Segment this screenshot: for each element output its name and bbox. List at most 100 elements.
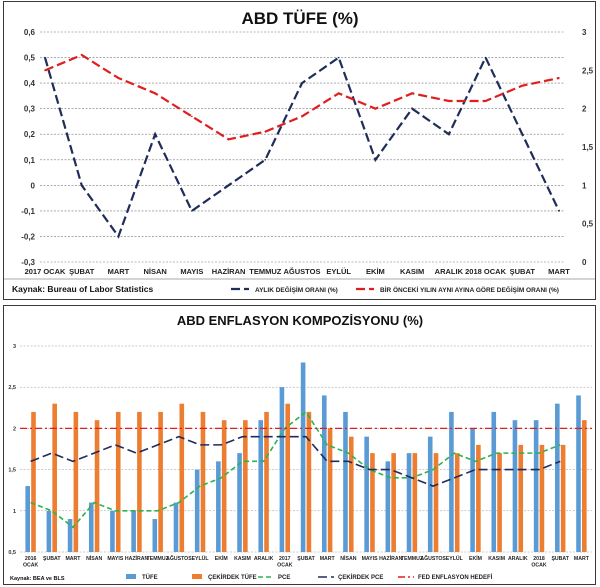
- data-point: [521, 84, 524, 87]
- x-tick-label: AĞUSTOS: [166, 554, 192, 562]
- data-point: [448, 100, 450, 102]
- bar-tufe: [491, 411, 497, 552]
- x-tick-label: ARALIK: [435, 267, 464, 276]
- cpi-chart-panel: ABD TÜFE (%) 0,6 0,5 0,4 0,3 0,2 0,1 0 -0,1 -0,2 -…: [3, 1, 596, 300]
- bar-tufe: [237, 453, 242, 552]
- bar-cekirdek-tufe: [560, 444, 566, 552]
- y-tick-label: 1: [13, 509, 16, 515]
- bar-cekirdek-tufe: [348, 436, 354, 552]
- x-tick-label: MART: [65, 556, 81, 562]
- y-left-tick-label: 0,2: [24, 130, 36, 139]
- y-tick-label: 2,5: [8, 385, 16, 391]
- data-point: [411, 107, 413, 110]
- bar-cekirdek-tufe: [370, 453, 375, 552]
- x-tick-label: NİSAN: [86, 555, 102, 562]
- data-point: [117, 77, 120, 79]
- series-line-1: [30, 435, 561, 487]
- bar-cekirdek-tufe: [306, 411, 312, 552]
- data-point: [264, 130, 267, 133]
- y-left-tick-label: -0,3: [21, 258, 35, 267]
- y-right-tick-label: 1: [582, 181, 587, 190]
- bar-cekirdek-tufe: [285, 403, 291, 552]
- x-tick-label: EYLÜL: [326, 267, 351, 276]
- x-tick-label: MART: [548, 267, 570, 276]
- legend-label: ÇEKİRDEK TÜFE: [208, 574, 257, 581]
- chart-title: ABD TÜFE (%): [241, 9, 358, 28]
- bar-tufe: [152, 519, 158, 552]
- x-tick-label: HAZİRAN: [212, 267, 246, 276]
- bar-tufe: [279, 387, 285, 552]
- source-label: Kaynak: BEA ve BLS: [10, 576, 65, 582]
- x-tick-label: NİSAN: [143, 267, 166, 276]
- data-point: [558, 210, 560, 212]
- data-point: [374, 158, 377, 161]
- bar-cekirdek-tufe: [454, 453, 460, 552]
- x-tick-label: MART: [108, 267, 130, 276]
- y-tick-label: 2: [13, 426, 16, 432]
- x-tick-label: TEMMUZ: [401, 556, 424, 562]
- bar-cekirdek-tufe: [497, 453, 502, 552]
- inflation-composition-chart: ABD ENFLASYON KOMPOZİSYONU (%) 3 2,5 2 1,5 1 0…: [8, 313, 592, 582]
- y-left-tick-label: -0,2: [21, 232, 35, 241]
- data-point: [448, 133, 450, 136]
- bar-tufe: [533, 420, 539, 552]
- bar-tufe: [321, 395, 327, 552]
- data-point: [337, 56, 340, 59]
- x-tick-label: 2018 OCAK: [465, 267, 506, 276]
- bar-tufe: [173, 502, 179, 552]
- bar-cekirdek-tufe: [433, 453, 439, 552]
- series-line-0: [43, 55, 560, 239]
- x-tick-label: TEMMUZ: [147, 556, 170, 562]
- bar-tufe: [300, 362, 306, 552]
- x-tick-label-part: OCAK: [277, 563, 293, 569]
- data-point: [80, 54, 83, 56]
- series-line-0: [30, 410, 561, 529]
- data-point: [484, 56, 487, 59]
- bar-tufe: [110, 510, 115, 552]
- x-tick-label-part: OCAK: [531, 563, 547, 569]
- y-right-tick-label: 3: [582, 28, 587, 37]
- x-tick-label: ŞUBAT: [551, 556, 569, 562]
- bar-tufe: [470, 428, 475, 552]
- bar-cekirdek-tufe: [115, 411, 121, 552]
- bar-tufe: [343, 411, 348, 552]
- data-point: [227, 138, 230, 141]
- data-point: [227, 184, 230, 187]
- bar-cekirdek-tufe: [200, 411, 206, 552]
- data-point: [117, 235, 120, 238]
- bar-tufe: [46, 510, 52, 552]
- bar-tufe: [258, 420, 264, 552]
- x-tick-label: HAZİRAN: [379, 555, 403, 562]
- data-point: [44, 69, 46, 72]
- bar-cekirdek-tufe: [137, 411, 142, 552]
- data-point: [484, 100, 487, 102]
- x-tick-label: ŞUBAT: [69, 267, 95, 276]
- x-tick-label: MAYIS: [107, 556, 123, 562]
- x-tick-label: HAZİRAN: [125, 555, 149, 562]
- bar-cekirdek-tufe: [31, 411, 36, 552]
- x-tick-label: 2018 OCAK: [531, 556, 547, 569]
- x-tick-label: EYLÜL: [446, 555, 464, 562]
- x-tick-label: EKİM: [469, 555, 482, 562]
- bar-cekirdek-tufe: [179, 403, 185, 552]
- x-tick-label: MAYIS: [180, 267, 203, 276]
- x-tick-label: MAYIS: [362, 556, 378, 562]
- x-tick-label-part: 2016: [25, 556, 37, 562]
- bar-tufe: [364, 436, 369, 552]
- data-point: [374, 107, 377, 110]
- bar-cekirdek-tufe: [476, 444, 481, 552]
- data-point: [301, 115, 303, 118]
- bar-cekirdek-tufe: [327, 428, 333, 552]
- bar-cekirdek-tufe: [391, 453, 396, 552]
- bar-cekirdek-tufe: [158, 411, 163, 552]
- x-tick-label: ŞUBAT: [510, 267, 536, 276]
- data-point: [80, 184, 83, 187]
- x-tick-label: MART: [574, 556, 590, 562]
- x-tick-label: TEMMUZ: [249, 267, 281, 276]
- y-right-tick-label: 2,5: [582, 66, 594, 75]
- y-left-tick-label: 0: [31, 181, 36, 190]
- data-point: [558, 77, 560, 79]
- bar-cekirdek-tufe: [243, 420, 248, 552]
- bar-cekirdek-tufe: [94, 420, 100, 552]
- data-point: [154, 92, 156, 95]
